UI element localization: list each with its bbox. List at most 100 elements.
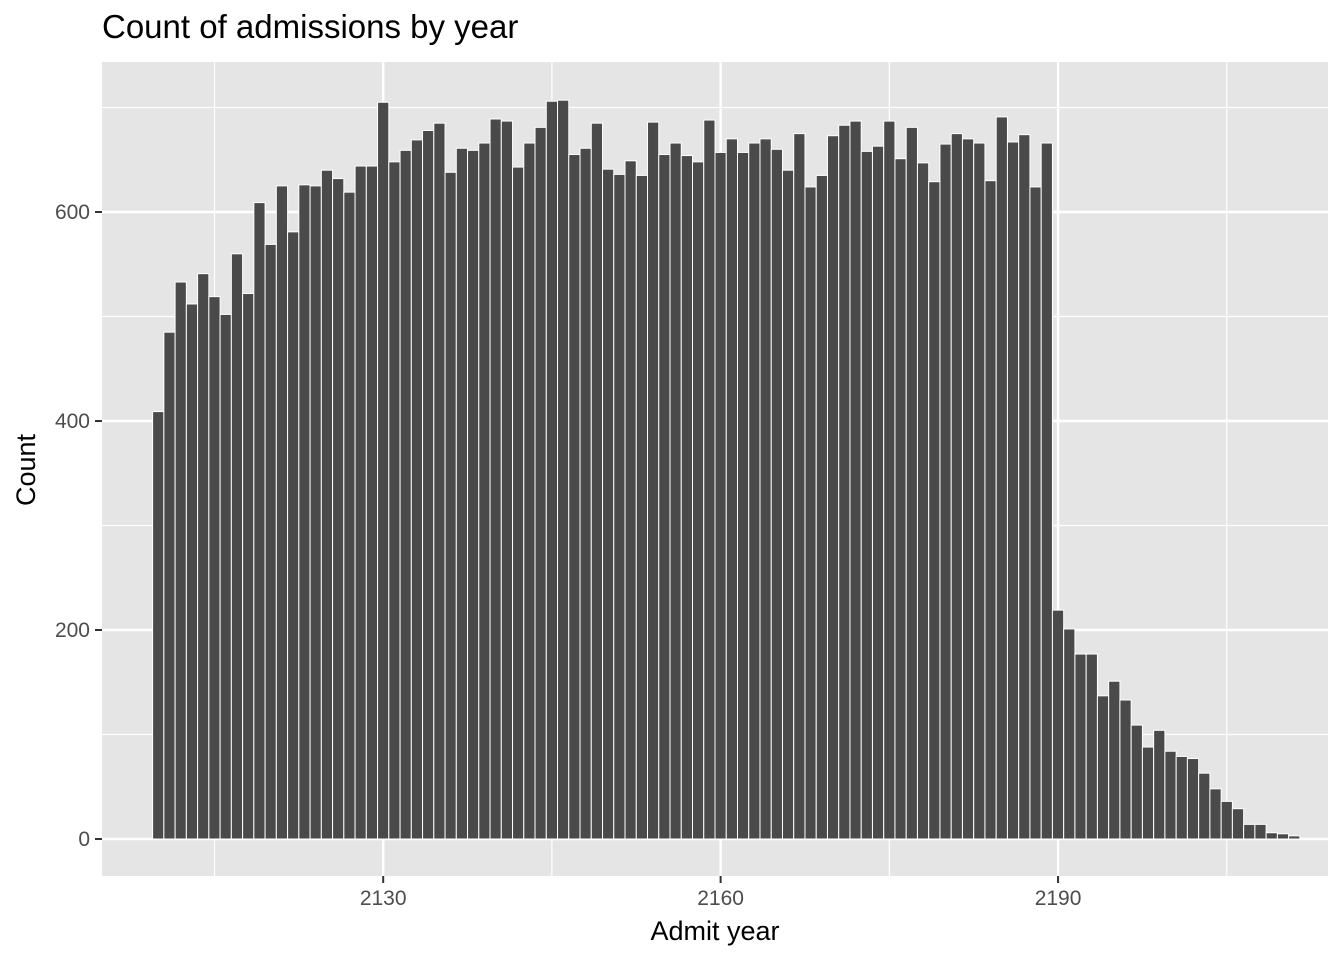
bar-2124 xyxy=(309,185,322,840)
bar-2113 xyxy=(185,303,199,840)
bar-2137 xyxy=(455,147,469,840)
bar-2164 xyxy=(759,138,772,840)
chart-title: Count of admissions by year xyxy=(102,8,518,45)
bar-2141 xyxy=(500,120,514,840)
y-tick-label: 200 xyxy=(55,619,90,642)
y-tick-label: 0 xyxy=(78,828,90,851)
bar-2187 xyxy=(1018,134,1031,840)
x-axis-title: Admit year xyxy=(650,916,779,946)
bar-2194 xyxy=(1096,695,1110,840)
bar-2183 xyxy=(973,142,986,840)
bar-2184 xyxy=(984,180,997,840)
bar-2181 xyxy=(950,133,963,840)
bar-2173 xyxy=(860,150,873,840)
bar-2130 xyxy=(377,101,390,840)
bar-2207 xyxy=(1243,823,1256,840)
bar-2135 xyxy=(433,122,446,840)
bar-2167 xyxy=(793,133,806,840)
bar-2118 xyxy=(242,293,255,840)
bar-2160 xyxy=(714,151,727,840)
y-axis-title: Count xyxy=(11,433,41,506)
bar-2121 xyxy=(275,185,289,840)
bar-2112 xyxy=(174,281,187,840)
bar-2177 xyxy=(905,126,918,840)
bar-2127 xyxy=(343,191,356,840)
bar-2148 xyxy=(579,147,592,840)
bar-2168 xyxy=(804,186,817,840)
bars-group xyxy=(152,99,1301,840)
bar-2186 xyxy=(1006,141,1020,840)
bar-2206 xyxy=(1231,808,1245,840)
x-tick-label: 2190 xyxy=(1035,887,1082,910)
bar-2182 xyxy=(961,138,975,840)
bar-2119 xyxy=(253,202,266,840)
bar-2202 xyxy=(1186,758,1200,840)
bar-2162 xyxy=(736,151,750,840)
bar-2203 xyxy=(1198,772,1211,840)
y-axis: 0 200 400 600 xyxy=(55,201,102,851)
bar-2158 xyxy=(692,161,705,840)
bar-2146 xyxy=(557,99,570,840)
bar-2150 xyxy=(602,168,615,840)
bar-2170 xyxy=(826,135,840,840)
bar-2171 xyxy=(838,124,851,840)
bar-2132 xyxy=(399,149,412,840)
bar-2149 xyxy=(590,122,604,840)
bar-2157 xyxy=(680,155,694,840)
bar-2152 xyxy=(624,160,637,840)
bar-2205 xyxy=(1220,800,1233,840)
bar-2133 xyxy=(410,139,424,840)
bar-2116 xyxy=(219,313,232,840)
bar-2180 xyxy=(939,143,952,840)
bar-2151 xyxy=(613,173,626,840)
bar-2193 xyxy=(1085,653,1098,840)
bar-2110 xyxy=(152,411,165,840)
bar-2143 xyxy=(523,142,536,840)
bar-2209 xyxy=(1265,832,1278,840)
bar-2204 xyxy=(1209,788,1222,840)
bar-2208 xyxy=(1254,823,1267,840)
bar-2115 xyxy=(208,296,221,840)
bar-2122 xyxy=(287,231,300,840)
bar-2129 xyxy=(365,165,379,840)
bar-2174 xyxy=(871,145,885,840)
bar-2140 xyxy=(489,118,502,840)
bar-2169 xyxy=(815,174,828,840)
bar-2172 xyxy=(849,120,862,840)
bar-2120 xyxy=(264,243,277,840)
bar-2161 xyxy=(725,138,738,840)
y-tick-label: 400 xyxy=(55,410,90,433)
bar-2138 xyxy=(467,149,480,840)
bar-2154 xyxy=(647,121,660,840)
x-tick-label: 2130 xyxy=(360,887,407,910)
bar-2195 xyxy=(1108,680,1121,840)
bar-2126 xyxy=(332,178,345,840)
x-tick-label: 2160 xyxy=(697,887,744,910)
bar-2131 xyxy=(388,161,401,840)
bar-2211 xyxy=(1288,835,1301,840)
bar-2210 xyxy=(1276,833,1290,840)
bar-2178 xyxy=(916,162,930,840)
bar-2163 xyxy=(748,142,761,840)
bar-2147 xyxy=(568,154,581,840)
bar-2153 xyxy=(635,174,649,840)
bar-2136 xyxy=(444,171,457,840)
x-axis: 2130 2160 2190 xyxy=(360,876,1082,910)
bar-2189 xyxy=(1040,142,1053,840)
bar-2196 xyxy=(1119,699,1132,840)
bar-2139 xyxy=(478,142,491,840)
bar-2200 xyxy=(1164,750,1177,840)
bar-2144 xyxy=(534,126,547,840)
bar-2111 xyxy=(163,331,176,840)
bar-2156 xyxy=(669,142,682,840)
bar-2155 xyxy=(658,154,671,840)
bar-2166 xyxy=(781,169,795,840)
bar-2197 xyxy=(1130,724,1143,840)
bar-2201 xyxy=(1175,755,1188,840)
bar-2198 xyxy=(1141,746,1155,840)
bar-2142 xyxy=(512,166,525,840)
bar-2117 xyxy=(230,253,244,840)
bar-2114 xyxy=(197,273,210,840)
bar-2165 xyxy=(770,148,783,840)
